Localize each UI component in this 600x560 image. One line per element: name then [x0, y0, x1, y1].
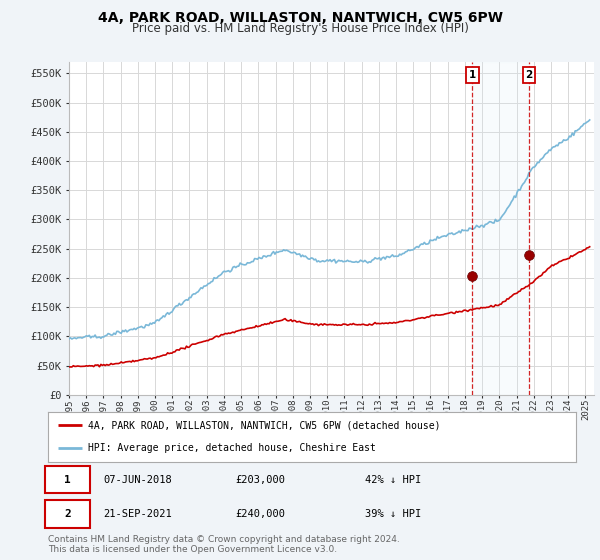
Text: Contains HM Land Registry data © Crown copyright and database right 2024.
This d: Contains HM Land Registry data © Crown c…: [48, 535, 400, 554]
Text: 39% ↓ HPI: 39% ↓ HPI: [365, 509, 421, 519]
Text: 07-JUN-2018: 07-JUN-2018: [103, 475, 172, 485]
Text: 4A, PARK ROAD, WILLASTON, NANTWICH, CW5 6PW: 4A, PARK ROAD, WILLASTON, NANTWICH, CW5 …: [97, 11, 503, 25]
Text: 21-SEP-2021: 21-SEP-2021: [103, 509, 172, 519]
Text: HPI: Average price, detached house, Cheshire East: HPI: Average price, detached house, Ches…: [88, 444, 376, 454]
Text: 2: 2: [526, 70, 533, 80]
Text: Price paid vs. HM Land Registry's House Price Index (HPI): Price paid vs. HM Land Registry's House …: [131, 22, 469, 35]
Text: 42% ↓ HPI: 42% ↓ HPI: [365, 475, 421, 485]
FancyBboxPatch shape: [46, 500, 90, 528]
FancyBboxPatch shape: [46, 466, 90, 493]
Text: 1: 1: [469, 70, 476, 80]
Text: 4A, PARK ROAD, WILLASTON, NANTWICH, CW5 6PW (detached house): 4A, PARK ROAD, WILLASTON, NANTWICH, CW5 …: [88, 420, 440, 430]
Text: 2: 2: [64, 509, 71, 519]
Text: 1: 1: [64, 475, 71, 485]
Bar: [472, 62, 529, 395]
Text: £203,000: £203,000: [235, 475, 286, 485]
Text: £240,000: £240,000: [235, 509, 286, 519]
